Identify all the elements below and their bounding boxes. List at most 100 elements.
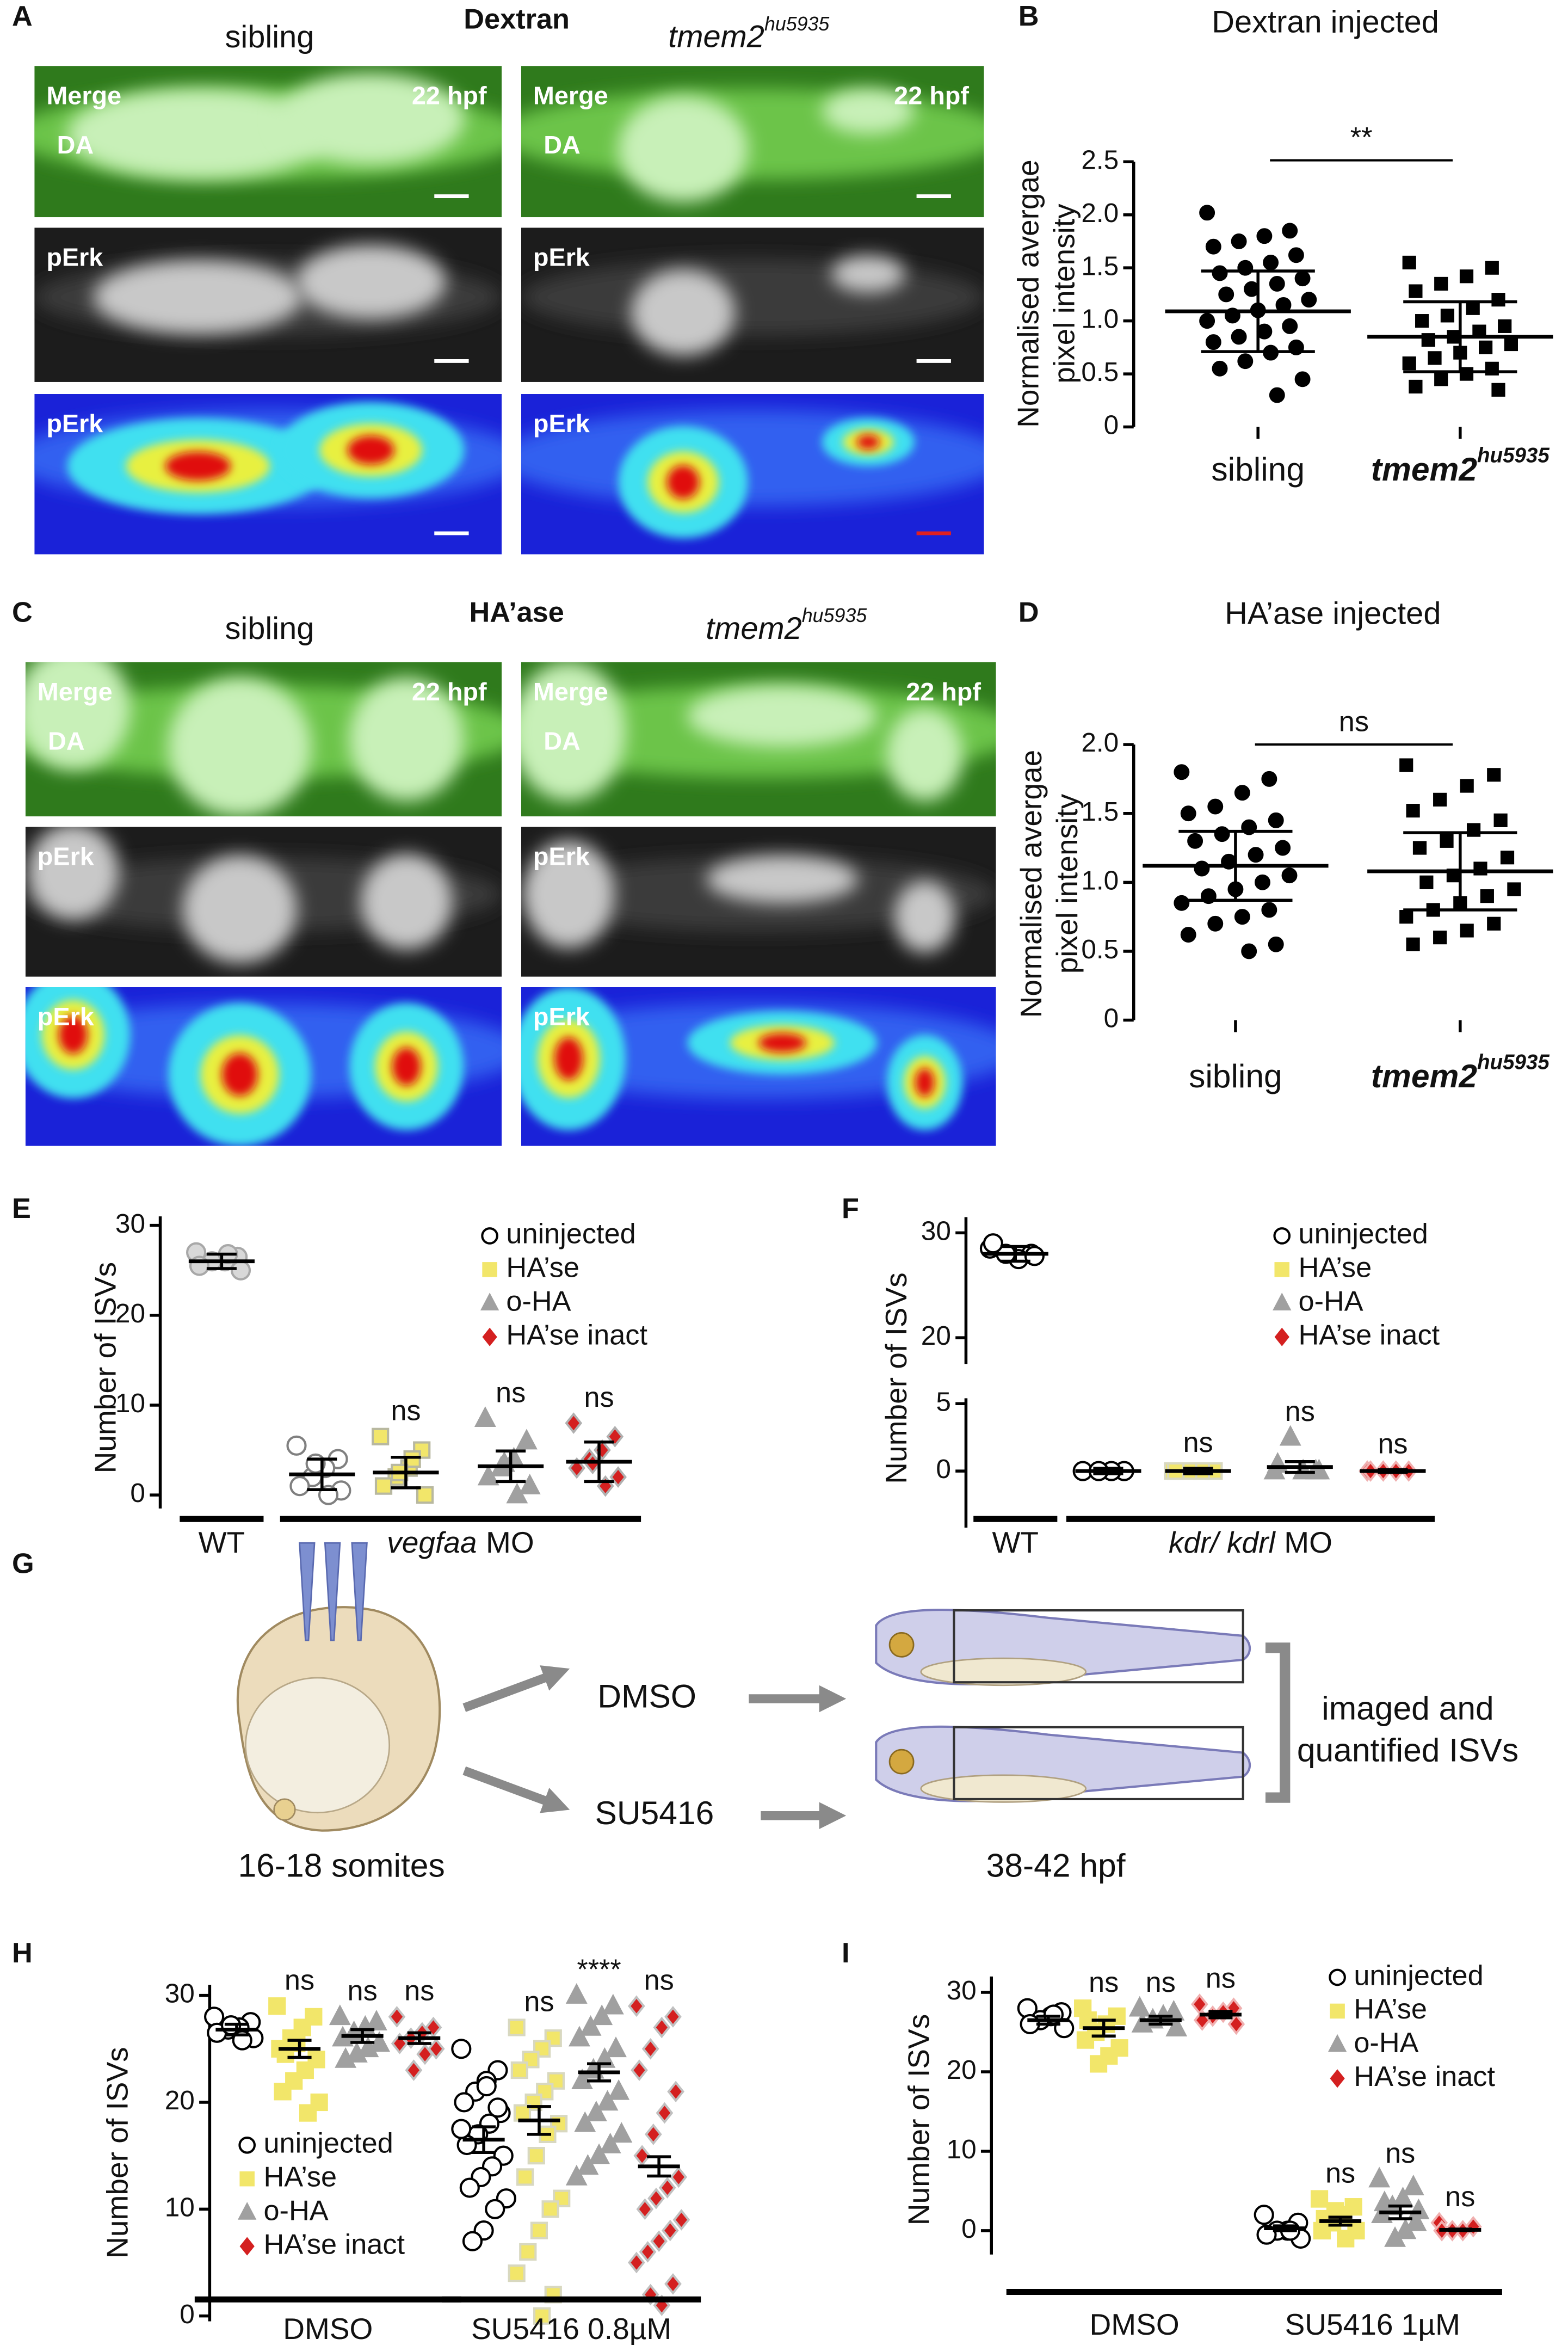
data-point bbox=[268, 1997, 286, 2015]
data-point bbox=[577, 2154, 599, 2175]
data-point bbox=[1491, 293, 1505, 307]
micrograph-label: pErk bbox=[533, 243, 590, 272]
micrograph-label: Merge bbox=[533, 81, 608, 109]
data-point bbox=[1288, 247, 1304, 263]
genotype: tmem2 bbox=[706, 611, 802, 646]
signal bbox=[165, 451, 231, 481]
signal bbox=[277, 73, 465, 164]
y-tick-label: 1.0 bbox=[1081, 304, 1119, 334]
data-point bbox=[1205, 334, 1221, 350]
data-point bbox=[1406, 937, 1420, 951]
larva-yolk bbox=[920, 1774, 1087, 1803]
x-tick-label: tmem2hu5935 bbox=[1371, 444, 1550, 488]
legend-marker bbox=[482, 1327, 497, 1346]
data-point bbox=[335, 2047, 357, 2068]
micrograph-label: 22 hpf bbox=[412, 81, 487, 109]
data-point bbox=[1402, 255, 1416, 270]
micrograph-content bbox=[521, 393, 984, 555]
data-point bbox=[1207, 915, 1224, 932]
data-point bbox=[579, 2015, 602, 2036]
legend-label: uninjected bbox=[1354, 1960, 1483, 1991]
y-tick-label: 30 bbox=[947, 1975, 977, 2005]
data-point bbox=[508, 2018, 526, 2036]
micrograph bbox=[34, 393, 502, 555]
y-tick-label: 0 bbox=[130, 1478, 145, 1508]
tissue-band bbox=[521, 258, 984, 336]
panel-heading: HA’ase bbox=[469, 596, 564, 628]
data-point bbox=[672, 2209, 690, 2231]
significance: ns bbox=[391, 1395, 421, 1427]
data-point bbox=[1487, 768, 1501, 782]
signal bbox=[361, 854, 453, 950]
data-point bbox=[405, 2059, 423, 2081]
data-point bbox=[1205, 238, 1221, 255]
data-point bbox=[530, 2221, 548, 2239]
imaging-box bbox=[953, 1726, 1244, 1800]
data-point bbox=[571, 2069, 594, 2089]
data-point bbox=[1294, 270, 1311, 287]
micrograph bbox=[521, 662, 996, 817]
data-point bbox=[664, 2273, 682, 2295]
data-point bbox=[983, 1233, 1003, 1254]
data-point bbox=[1020, 2014, 1040, 2034]
micrograph-label: Merge bbox=[533, 678, 608, 706]
data-point bbox=[605, 2036, 627, 2058]
y-tick-label: 0.5 bbox=[1081, 934, 1119, 964]
data-point bbox=[1507, 882, 1521, 896]
legend-label: HA’se bbox=[1299, 1252, 1372, 1284]
data-point bbox=[1408, 2198, 1430, 2219]
data-point bbox=[1466, 301, 1480, 315]
significance: **** bbox=[577, 1954, 621, 1985]
y-axis-label: Number of ISVs bbox=[879, 1272, 913, 1484]
data-point bbox=[1480, 889, 1494, 903]
y-tick-label: 20 bbox=[165, 2085, 195, 2115]
data-point bbox=[1244, 281, 1260, 297]
micrograph-content bbox=[521, 827, 996, 977]
error-bar bbox=[1091, 2018, 1116, 2038]
x-tick-label: sibling bbox=[1211, 451, 1305, 488]
data-point bbox=[1187, 833, 1203, 849]
signal bbox=[915, 1068, 935, 1097]
data-point bbox=[1282, 318, 1298, 334]
data-point bbox=[1267, 1452, 1289, 1473]
error-bar bbox=[1149, 2015, 1173, 2026]
data-point bbox=[230, 1260, 251, 1281]
data-point bbox=[366, 2010, 387, 2030]
error-bar bbox=[287, 2039, 312, 2059]
data-point bbox=[1180, 927, 1196, 943]
bracket bbox=[1265, 1642, 1291, 1803]
data-point bbox=[368, 2031, 391, 2052]
data-point bbox=[1394, 2218, 1417, 2239]
data-point bbox=[1269, 387, 1285, 403]
condition-label: DMSO bbox=[597, 1677, 696, 1714]
data-point bbox=[1292, 1458, 1314, 1480]
data-point bbox=[1406, 804, 1420, 818]
data-point bbox=[1194, 860, 1210, 877]
data-point bbox=[454, 2092, 474, 2113]
y-tick-label: 0.5 bbox=[1081, 357, 1119, 387]
data-point bbox=[667, 2081, 684, 2103]
panel-letter: C bbox=[12, 596, 33, 628]
data-point bbox=[506, 1482, 528, 1504]
legend-marker bbox=[1274, 1327, 1289, 1346]
x-tick-label: tmem2hu5935 bbox=[1371, 1051, 1550, 1094]
signal bbox=[27, 827, 119, 920]
micrograph-label: pErk bbox=[533, 1002, 590, 1031]
group-label-text: MO bbox=[486, 1525, 534, 1559]
stage-label: 16-18 somites bbox=[238, 1847, 445, 1884]
error-bar bbox=[1285, 1460, 1315, 1474]
data-point bbox=[653, 2016, 671, 2039]
chart-title: HA’ase injected bbox=[1225, 596, 1441, 631]
data-point bbox=[568, 2026, 590, 2047]
y-tick-label: 20 bbox=[115, 1298, 145, 1328]
data-point bbox=[661, 2219, 679, 2242]
legend-marker bbox=[1330, 2003, 1345, 2019]
micrograph bbox=[34, 227, 502, 382]
group-label-italic: kdr/ kdrl bbox=[1169, 1525, 1276, 1559]
legend-label: uninjected bbox=[263, 2128, 393, 2159]
signal bbox=[347, 435, 394, 465]
significance: ns bbox=[1385, 2138, 1415, 2169]
micrograph-content bbox=[25, 662, 502, 817]
data-point bbox=[416, 1486, 434, 1504]
